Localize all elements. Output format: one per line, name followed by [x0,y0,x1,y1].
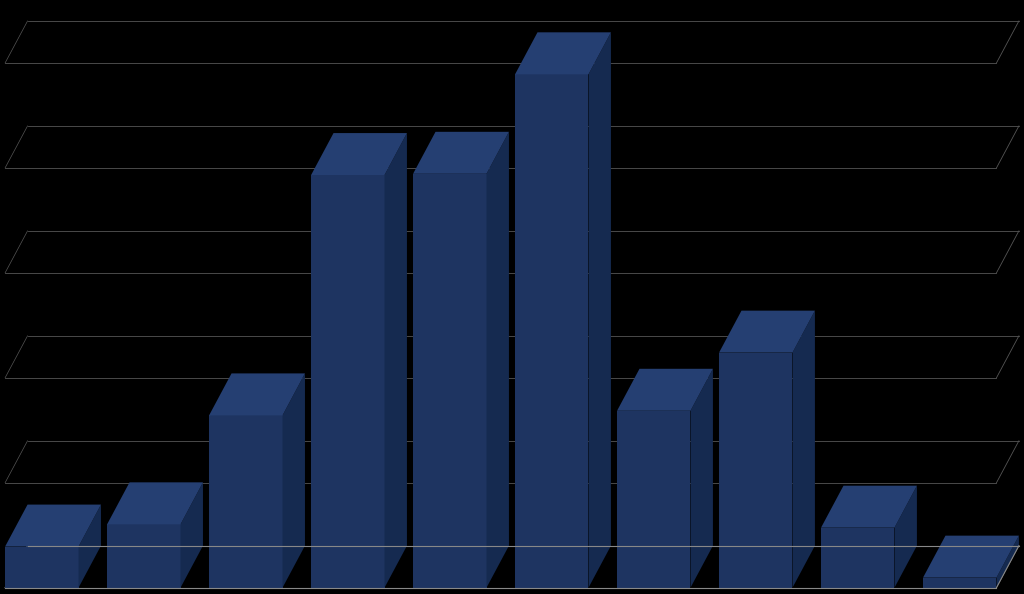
Polygon shape [384,133,407,587]
Polygon shape [515,74,589,587]
Polygon shape [923,536,1019,577]
Polygon shape [311,175,384,587]
Polygon shape [283,374,305,587]
Polygon shape [311,133,407,175]
Polygon shape [719,311,815,353]
Polygon shape [209,374,305,415]
Polygon shape [413,132,509,174]
Polygon shape [108,482,203,525]
Polygon shape [180,482,203,587]
Polygon shape [821,527,895,587]
Polygon shape [589,32,611,587]
Polygon shape [515,32,611,74]
Polygon shape [617,369,713,411]
Polygon shape [690,369,713,587]
Polygon shape [821,486,916,527]
Polygon shape [719,353,793,587]
Polygon shape [108,525,180,587]
Polygon shape [209,415,283,587]
Polygon shape [996,536,1019,587]
Polygon shape [895,486,916,587]
Polygon shape [413,174,486,587]
Polygon shape [79,504,101,587]
Polygon shape [5,546,79,587]
Polygon shape [923,577,996,587]
Polygon shape [793,311,815,587]
Polygon shape [5,504,101,546]
Polygon shape [617,411,690,587]
Polygon shape [486,132,509,587]
